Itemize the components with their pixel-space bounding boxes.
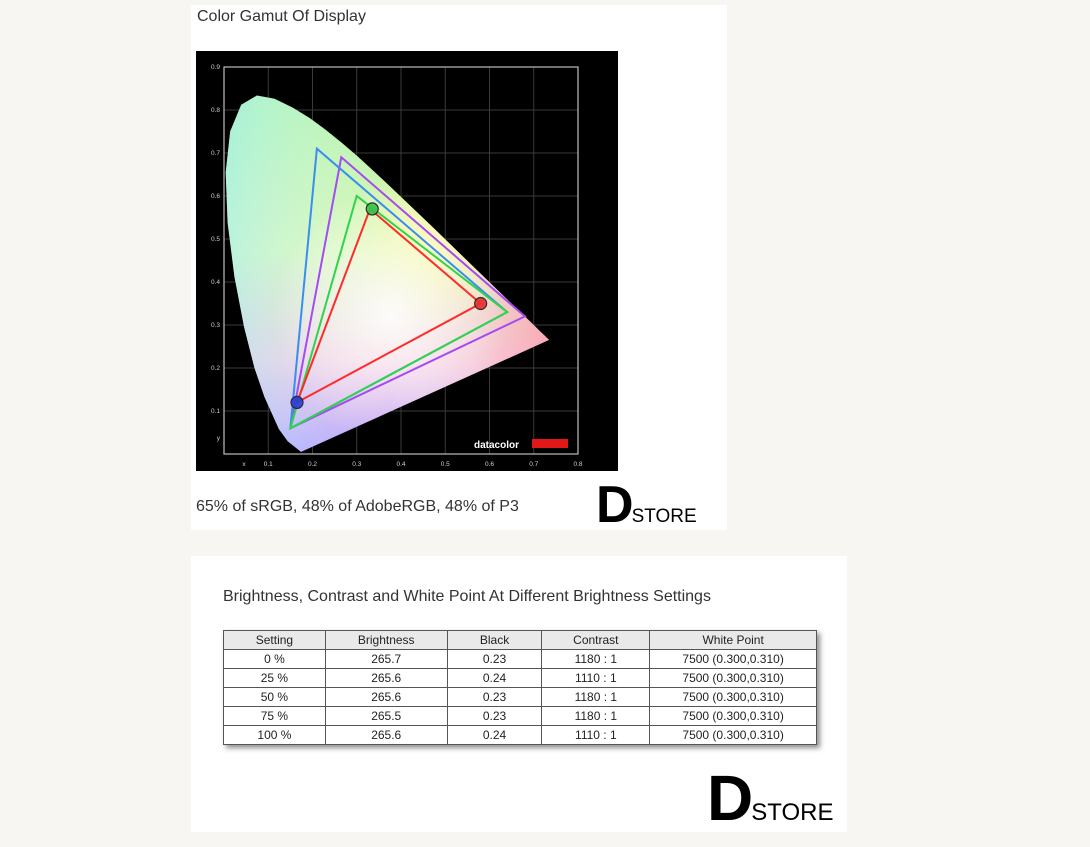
x-tick-label: 0.7 [529, 461, 538, 468]
y-tick-label: 0.7 [211, 150, 220, 157]
cell-setting: 25 % [223, 668, 326, 688]
header-white-point: White Point [649, 630, 817, 650]
cell-contrast: 1180 : 1 [541, 687, 651, 707]
header-brightness: Brightness [324, 630, 448, 650]
locus-fill-group [225, 95, 550, 452]
x-tick-label: 0.2 [308, 461, 317, 468]
cell-brightness: 265.6 [324, 687, 448, 707]
gamut-triangles [288, 146, 527, 431]
y-tick-label: 0.4 [211, 279, 220, 286]
y-tick-label: 0.6 [211, 193, 220, 200]
y-tick-label: 0.5 [211, 236, 220, 243]
header-contrast: Contrast [541, 630, 651, 650]
locus-fill-white [225, 95, 550, 452]
x-tick-label: 0.5 [441, 461, 450, 468]
cell-contrast: 1110 : 1 [541, 668, 651, 688]
x-tick-label: x [242, 461, 246, 468]
gamut-triangle-p3 [289, 155, 527, 430]
gamut-triangle-display [295, 207, 483, 405]
datacolor-bar [532, 439, 568, 448]
header-black: Black [446, 630, 543, 650]
cell-setting: 50 % [223, 687, 326, 707]
primary-marker [290, 395, 304, 409]
cell-setting: 0 % [223, 649, 326, 669]
header-setting: Setting [223, 630, 326, 650]
x-tick-label: 0.6 [485, 461, 494, 468]
gamut-chart-svg: x 0.1 0.2 0.3 0.4 0.5 0.6 0.7 0.8 y 0.1 0.2 0.3 0.4 0.… [211, 64, 583, 468]
cell-contrast: 1180 : 1 [541, 706, 651, 726]
datacolor-logo: datacolor [474, 439, 568, 451]
gamut-title: Color Gamut Of Display [197, 8, 366, 25]
cell-black: 0.24 [446, 668, 543, 688]
cell-setting: 75 % [223, 706, 326, 726]
y-tick-label: 0.1 [211, 408, 220, 415]
cell-white-point: 7500 (0.300,0.310) [649, 706, 817, 726]
axis-ticks: x 0.1 0.2 0.3 0.4 0.5 0.6 0.7 0.8 y 0.1 0.2 0.3 0.4 0.… [211, 64, 583, 468]
cell-white-point: 7500 (0.300,0.310) [649, 668, 817, 688]
dstore-logo-d: D [596, 476, 634, 534]
cell-black: 0.24 [446, 725, 543, 745]
brightness-panel: Brightness, Contrast and White Point At … [191, 556, 847, 832]
brightness-table-title: Brightness, Contrast and White Point At … [223, 588, 711, 605]
gamut-panel: Color Gamut Of Display [191, 5, 727, 531]
x-tick-label: 0.4 [396, 461, 405, 468]
cell-contrast: 1110 : 1 [541, 725, 651, 745]
x-tick-label: 0.1 [264, 461, 273, 468]
cell-setting: 100 % [223, 725, 326, 745]
primary-marker [365, 202, 379, 216]
cell-white-point: 7500 (0.300,0.310) [649, 687, 817, 707]
x-tick-label: 0.8 [573, 461, 582, 468]
dstore-logo-store: STORE [751, 799, 834, 826]
brightness-table: Setting Brightness Black Contrast White … [223, 630, 817, 745]
table-header-row: Setting Brightness Black Contrast White … [223, 630, 817, 650]
table-row: 50 % 265.6 0.23 1180 : 1 7500 (0.300,0.3… [223, 687, 817, 707]
cell-brightness: 265.6 [324, 668, 448, 688]
gamut-triangle-srgb [288, 194, 510, 431]
primary-marker [474, 296, 488, 311]
y-tick-label: y [217, 435, 221, 442]
table-row: 100 % 265.6 0.24 1110 : 1 7500 (0.300,0.… [223, 725, 817, 745]
cell-black: 0.23 [446, 687, 543, 707]
gamut-coverage-caption: 65% of sRGB, 48% of AdobeRGB, 48% of P3 [196, 498, 519, 515]
dstore-logo-store: STORE [631, 506, 697, 527]
cell-brightness: 265.5 [324, 706, 448, 726]
cell-brightness: 265.6 [324, 725, 448, 745]
gamut-chart: x 0.1 0.2 0.3 0.4 0.5 0.6 0.7 0.8 y 0.1 0.2 0.3 0.4 0.… [196, 51, 618, 471]
y-tick-label: 0.3 [211, 322, 220, 329]
cell-brightness: 265.7 [324, 649, 448, 669]
cell-black: 0.23 [446, 649, 543, 669]
y-tick-label: 0.2 [211, 365, 220, 372]
primary-markers [290, 202, 488, 409]
table-row: 0 % 265.7 0.23 1180 : 1 7500 (0.300,0.31… [223, 649, 817, 669]
plot-border [223, 66, 579, 455]
dstore-logo: DSTORE [596, 479, 697, 531]
dstore-logo-table: DSTORE [707, 766, 833, 830]
y-tick-label: 0.8 [211, 107, 220, 114]
y-tick-label: 0.9 [211, 64, 220, 71]
table-row: 75 % 265.5 0.23 1180 : 1 7500 (0.300,0.3… [223, 706, 817, 726]
cell-black: 0.23 [446, 706, 543, 726]
datacolor-brand-text: datacolor [474, 440, 519, 451]
spectral-locus [225, 95, 550, 452]
cell-white-point: 7500 (0.300,0.310) [649, 649, 817, 669]
cell-white-point: 7500 (0.300,0.310) [649, 725, 817, 745]
dstore-logo-d: D [707, 762, 753, 834]
cell-contrast: 1180 : 1 [541, 649, 651, 669]
x-tick-label: 0.3 [352, 461, 361, 468]
table-row: 25 % 265.6 0.24 1110 : 1 7500 (0.300,0.3… [223, 668, 817, 688]
